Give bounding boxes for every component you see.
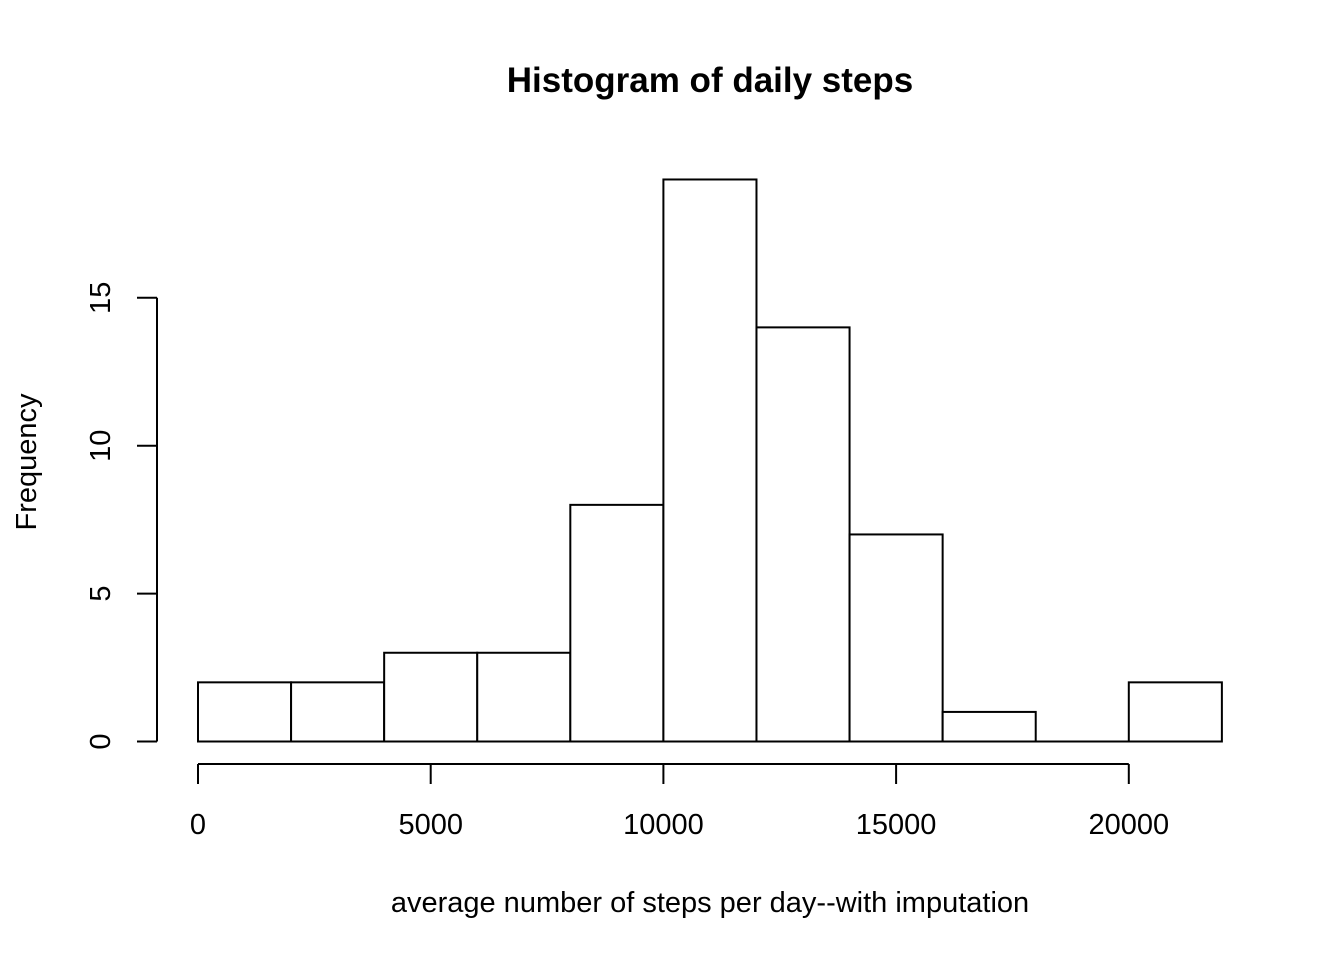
histogram-bar-6 [755,326,851,743]
bars-group [197,178,1223,743]
x-tick-label-1: 5000 [398,809,463,841]
histogram-bar-1 [290,681,386,743]
histogram-bar-7 [848,533,944,743]
x-tick-label-3: 15000 [856,809,937,841]
y-axis: 0 5 10 15 [85,282,158,750]
y-tick-label-1: 5 [85,586,117,602]
y-tick-label-2: 10 [85,430,117,462]
chart-title: Histogram of daily steps [507,61,913,100]
histogram-bar-2 [383,651,479,743]
y-axis-label: Frequency [11,393,43,531]
histogram-bar-5 [662,178,758,743]
x-axis: 0 5000 10000 15000 20000 [190,763,1169,841]
histogram-bar-3 [476,651,572,743]
x-tick-label-0: 0 [190,809,206,841]
histogram-bar-8 [941,710,1037,743]
histogram-bar-0 [197,681,293,743]
x-tick-label-4: 20000 [1088,809,1169,841]
y-tick-label-0: 0 [85,733,117,749]
histogram-bar-10 [1127,681,1223,743]
x-tick-label-2: 10000 [623,809,704,841]
y-tick-label-3: 15 [85,282,117,314]
x-axis-label: average number of steps per day--with im… [391,887,1029,919]
histogram-bar-4 [569,503,665,743]
